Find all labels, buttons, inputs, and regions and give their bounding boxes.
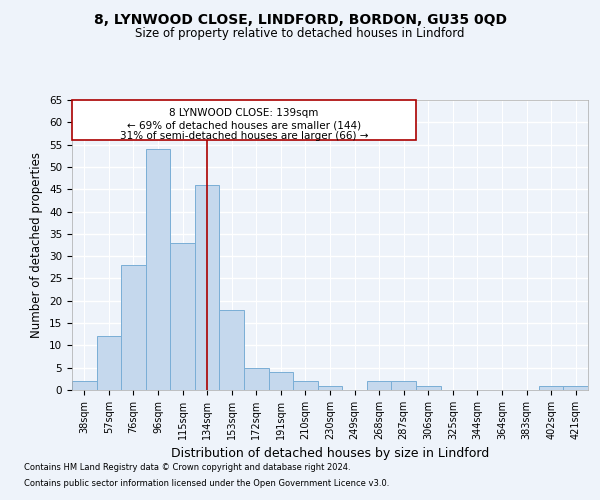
Bar — [72, 381, 97, 390]
Bar — [195, 185, 220, 390]
Text: 8, LYNWOOD CLOSE, LINDFORD, BORDON, GU35 0QD: 8, LYNWOOD CLOSE, LINDFORD, BORDON, GU35… — [94, 12, 506, 26]
Bar — [170, 243, 195, 390]
Y-axis label: Number of detached properties: Number of detached properties — [31, 152, 43, 338]
X-axis label: Distribution of detached houses by size in Lindford: Distribution of detached houses by size … — [171, 448, 489, 460]
Bar — [416, 386, 440, 390]
Bar — [391, 381, 416, 390]
Text: Contains public sector information licensed under the Open Government Licence v3: Contains public sector information licen… — [24, 478, 389, 488]
Bar — [539, 386, 563, 390]
Bar — [97, 336, 121, 390]
Text: 8 LYNWOOD CLOSE: 139sqm: 8 LYNWOOD CLOSE: 139sqm — [169, 108, 319, 118]
Text: ← 69% of detached houses are smaller (144): ← 69% of detached houses are smaller (14… — [127, 121, 361, 131]
Bar — [121, 265, 146, 390]
FancyBboxPatch shape — [72, 100, 416, 140]
Bar — [367, 381, 391, 390]
Bar — [318, 386, 342, 390]
Bar — [293, 381, 318, 390]
Text: 31% of semi-detached houses are larger (66) →: 31% of semi-detached houses are larger (… — [120, 130, 368, 140]
Text: Contains HM Land Registry data © Crown copyright and database right 2024.: Contains HM Land Registry data © Crown c… — [24, 464, 350, 472]
Bar — [220, 310, 244, 390]
Bar — [244, 368, 269, 390]
Bar — [563, 386, 588, 390]
Bar — [269, 372, 293, 390]
Text: Size of property relative to detached houses in Lindford: Size of property relative to detached ho… — [135, 28, 465, 40]
Bar — [146, 149, 170, 390]
